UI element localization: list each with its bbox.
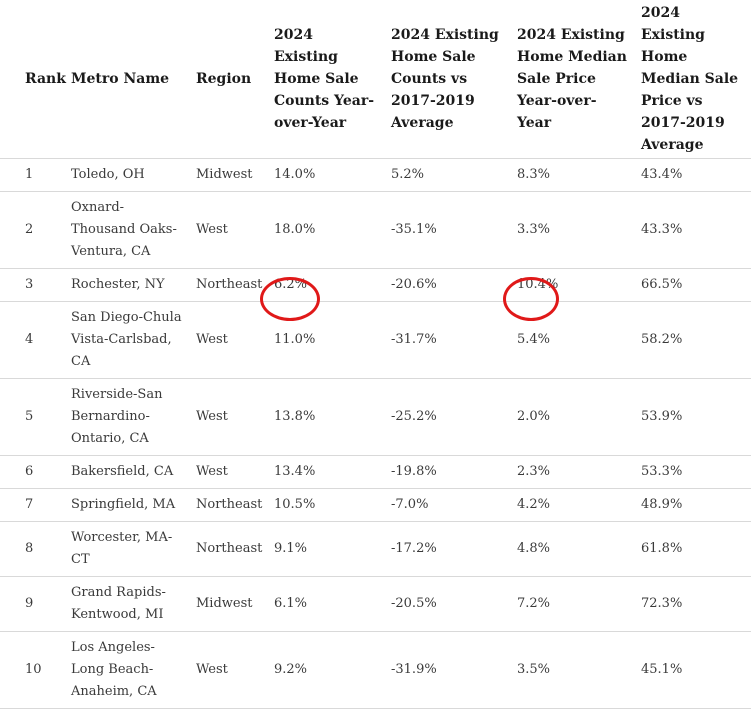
median-price-yoy-cell: 4.2% bbox=[511, 488, 635, 522]
median-price-yoy-cell: 3.3% bbox=[511, 191, 635, 269]
median-price-yoy-cell: 7.2% bbox=[511, 576, 635, 632]
sale-counts-vs-avg-cell: 5.2% bbox=[385, 158, 511, 192]
header-median-price-vs-avg: 2024 Existing Home Median Sale Price vs … bbox=[635, 0, 751, 159]
median-price-yoy-cell: 4.8% bbox=[511, 521, 635, 577]
sale-counts-yoy-cell: 14.0% bbox=[268, 158, 385, 192]
metro-cell: Bakersfield, CA bbox=[65, 455, 190, 489]
table-row: 9 Grand Rapids-Kentwood, MI Midwest 6.1%… bbox=[0, 576, 751, 632]
table-row: 10 Los Angeles-Long Beach-Anaheim, CA We… bbox=[0, 631, 751, 709]
metro-cell: Springfield, MA bbox=[65, 488, 190, 522]
rank-cell: 5 bbox=[0, 378, 65, 456]
header-row: Rank Metro Name Region 2024 Existing Hom… bbox=[0, 0, 751, 159]
sale-counts-yoy-cell: 10.5% bbox=[268, 488, 385, 522]
sale-counts-yoy-cell: 6.2% bbox=[268, 268, 385, 302]
sale-counts-vs-avg-cell: -31.7% bbox=[385, 301, 511, 379]
sale-counts-vs-avg-cell: -17.2% bbox=[385, 521, 511, 577]
metro-cell: Riverside-San Bernardino-Ontario, CA bbox=[65, 378, 190, 456]
header-sale-counts-yoy: 2024 Existing Home Sale Counts Year-over… bbox=[268, 0, 385, 159]
sale-counts-yoy-cell: 11.0% bbox=[268, 301, 385, 379]
sale-counts-vs-avg-cell: -35.1% bbox=[385, 191, 511, 269]
median-price-vs-avg-cell: 48.9% bbox=[635, 488, 751, 522]
sale-counts-yoy-cell: 13.8% bbox=[268, 378, 385, 456]
sale-counts-vs-avg-cell: -20.5% bbox=[385, 576, 511, 632]
region-cell: Northeast bbox=[190, 521, 268, 577]
region-cell: West bbox=[190, 301, 268, 379]
rank-cell: 6 bbox=[0, 455, 65, 489]
header-rank: Rank bbox=[0, 0, 66, 159]
sale-counts-vs-avg-cell: -19.8% bbox=[385, 455, 511, 489]
median-price-yoy-cell: 5.4% bbox=[511, 301, 635, 379]
metro-cell: Worcester, MA-CT bbox=[65, 521, 190, 577]
rank-cell: 1 bbox=[0, 158, 65, 192]
median-price-yoy-cell: 2.3% bbox=[511, 455, 635, 489]
metro-cell: Toledo, OH bbox=[65, 158, 190, 192]
region-cell: West bbox=[190, 378, 268, 456]
header-region: Region bbox=[190, 0, 268, 159]
region-cell: West bbox=[190, 191, 268, 269]
median-price-vs-avg-cell: 58.2% bbox=[635, 301, 751, 379]
median-price-vs-avg-cell: 43.4% bbox=[635, 158, 751, 192]
region-cell: West bbox=[190, 455, 268, 489]
table-row: 2 Oxnard-Thousand Oaks-Ventura, CA West … bbox=[0, 191, 751, 269]
median-price-yoy-cell: 10.4% bbox=[511, 268, 635, 302]
rank-cell: 7 bbox=[0, 488, 65, 522]
sale-counts-vs-avg-cell: -7.0% bbox=[385, 488, 511, 522]
metro-cell: San Diego-Chula Vista-Carlsbad, CA bbox=[65, 301, 190, 379]
median-price-vs-avg-cell: 53.3% bbox=[635, 455, 751, 489]
region-cell: Midwest bbox=[190, 158, 268, 192]
table-row: 8 Worcester, MA-CT Northeast 9.1% -17.2%… bbox=[0, 521, 751, 577]
median-price-vs-avg-cell: 53.9% bbox=[635, 378, 751, 456]
sale-counts-yoy-cell: 6.1% bbox=[268, 576, 385, 632]
table-row: 5 Riverside-San Bernardino-Ontario, CA W… bbox=[0, 378, 751, 456]
header-median-price-yoy: 2024 Existing Home Median Sale Price Yea… bbox=[511, 0, 635, 159]
rank-cell: 10 bbox=[0, 631, 65, 709]
sale-counts-yoy-cell: 9.2% bbox=[268, 631, 385, 709]
sale-counts-yoy-cell: 13.4% bbox=[268, 455, 385, 489]
median-price-vs-avg-cell: 66.5% bbox=[635, 268, 751, 302]
sale-counts-vs-avg-cell: -31.9% bbox=[385, 631, 511, 709]
region-cell: Midwest bbox=[190, 576, 268, 632]
sale-counts-yoy-cell: 18.0% bbox=[268, 191, 385, 269]
median-price-vs-avg-cell: 45.1% bbox=[635, 631, 751, 709]
metro-cell: Grand Rapids-Kentwood, MI bbox=[65, 576, 190, 632]
median-price-vs-avg-cell: 61.8% bbox=[635, 521, 751, 577]
median-price-yoy-cell: 8.3% bbox=[511, 158, 635, 192]
rank-cell: 9 bbox=[0, 576, 65, 632]
header-sale-counts-vs-avg: 2024 Existing Home Sale Counts vs 2017-2… bbox=[385, 0, 511, 159]
header-metro-name: Metro Name bbox=[65, 0, 190, 159]
table-row: 3 Rochester, NY Northeast 6.2% -20.6% 10… bbox=[0, 268, 751, 302]
table-row: 6 Bakersfield, CA West 13.4% -19.8% 2.3%… bbox=[0, 455, 751, 489]
rank-cell: 2 bbox=[0, 191, 65, 269]
median-price-yoy-cell: 3.5% bbox=[511, 631, 635, 709]
table-row: 1 Toledo, OH Midwest 14.0% 5.2% 8.3% 43.… bbox=[0, 158, 751, 192]
sale-counts-yoy-cell: 9.1% bbox=[268, 521, 385, 577]
region-cell: West bbox=[190, 631, 268, 709]
metro-cell: Oxnard-Thousand Oaks-Ventura, CA bbox=[65, 191, 190, 269]
metro-cell: Rochester, NY bbox=[65, 268, 190, 302]
sale-counts-vs-avg-cell: -25.2% bbox=[385, 378, 511, 456]
median-price-yoy-cell: 2.0% bbox=[511, 378, 635, 456]
rank-cell: 3 bbox=[0, 268, 65, 302]
table-row: 7 Springfield, MA Northeast 10.5% -7.0% … bbox=[0, 488, 751, 522]
median-price-vs-avg-cell: 43.3% bbox=[635, 191, 751, 269]
rank-cell: 8 bbox=[0, 521, 65, 577]
sale-counts-vs-avg-cell: -20.6% bbox=[385, 268, 511, 302]
median-price-vs-avg-cell: 72.3% bbox=[635, 576, 751, 632]
metro-cell: Los Angeles-Long Beach-Anaheim, CA bbox=[65, 631, 190, 709]
region-cell: Northeast bbox=[190, 488, 268, 522]
rank-cell: 4 bbox=[0, 301, 65, 379]
region-cell: Northeast bbox=[190, 268, 268, 302]
table-row: 4 San Diego-Chula Vista-Carlsbad, CA Wes… bbox=[0, 301, 751, 379]
